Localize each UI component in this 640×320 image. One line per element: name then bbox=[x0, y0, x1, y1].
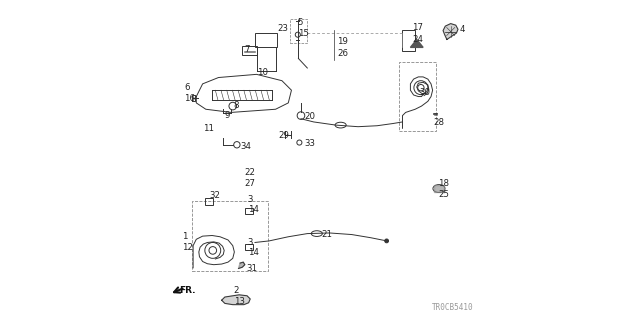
Text: 21: 21 bbox=[321, 230, 333, 239]
Text: 2: 2 bbox=[234, 286, 239, 295]
Bar bbox=[255, 33, 277, 47]
Text: 9: 9 bbox=[224, 111, 230, 120]
Text: 27: 27 bbox=[244, 179, 255, 188]
Text: 26: 26 bbox=[337, 49, 348, 58]
Polygon shape bbox=[433, 185, 444, 192]
Text: 17: 17 bbox=[412, 23, 423, 32]
Bar bbox=[191, 201, 268, 271]
Bar bbox=[246, 208, 253, 214]
Text: TR0CB5410: TR0CB5410 bbox=[432, 303, 474, 312]
Text: 12: 12 bbox=[182, 243, 193, 252]
Text: 4: 4 bbox=[460, 25, 465, 35]
Text: 14: 14 bbox=[248, 205, 259, 214]
Text: 3: 3 bbox=[248, 238, 253, 247]
Text: 32: 32 bbox=[210, 191, 221, 200]
Text: 31: 31 bbox=[246, 264, 257, 273]
Polygon shape bbox=[443, 24, 458, 39]
Text: 29: 29 bbox=[278, 131, 289, 140]
Bar bbox=[243, 46, 257, 55]
Text: FR.: FR. bbox=[179, 286, 195, 295]
Text: 33: 33 bbox=[304, 139, 315, 148]
Polygon shape bbox=[239, 262, 245, 268]
Text: 7: 7 bbox=[244, 45, 250, 54]
Text: 23: 23 bbox=[278, 24, 289, 33]
Text: 1: 1 bbox=[182, 232, 188, 241]
Text: 15: 15 bbox=[298, 29, 308, 38]
Bar bbox=[399, 62, 436, 132]
Text: 11: 11 bbox=[203, 124, 214, 133]
Text: 13: 13 bbox=[234, 297, 244, 306]
Circle shape bbox=[385, 239, 388, 243]
Text: 6: 6 bbox=[184, 83, 189, 92]
Bar bbox=[205, 198, 213, 205]
Text: 3: 3 bbox=[248, 195, 253, 204]
Text: 34: 34 bbox=[240, 142, 251, 151]
Text: 25: 25 bbox=[438, 190, 449, 199]
Text: 20: 20 bbox=[304, 112, 315, 121]
Bar bbox=[246, 244, 253, 251]
Polygon shape bbox=[410, 39, 423, 47]
Text: 28: 28 bbox=[433, 118, 445, 127]
Text: 10: 10 bbox=[257, 68, 268, 76]
Text: 18: 18 bbox=[438, 179, 449, 188]
Bar bbox=[403, 30, 415, 51]
Text: 8: 8 bbox=[234, 100, 239, 110]
Text: 19: 19 bbox=[337, 37, 348, 46]
Text: 30: 30 bbox=[419, 88, 430, 97]
Text: 5: 5 bbox=[298, 18, 303, 27]
Polygon shape bbox=[221, 295, 250, 305]
Bar bbox=[290, 19, 307, 43]
Text: 24: 24 bbox=[412, 35, 423, 44]
Text: 22: 22 bbox=[244, 168, 255, 177]
Text: 14: 14 bbox=[248, 248, 259, 258]
Text: 16: 16 bbox=[184, 94, 195, 103]
